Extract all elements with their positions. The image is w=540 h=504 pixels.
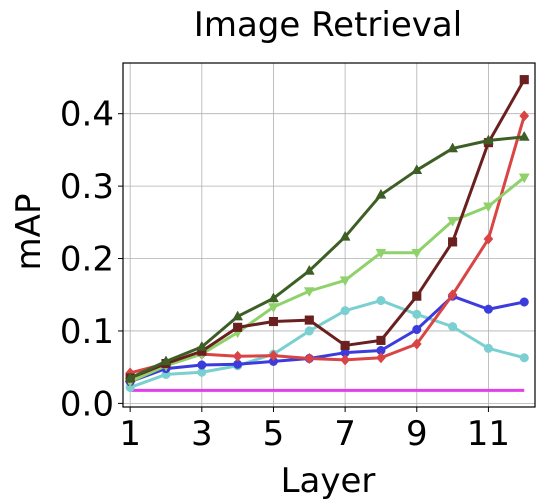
series-6 <box>125 295 529 392</box>
data-point <box>197 360 207 370</box>
data-point <box>483 202 494 213</box>
data-point <box>483 304 493 314</box>
data-point <box>304 352 315 365</box>
series-line <box>129 78 526 380</box>
data-point <box>233 322 243 332</box>
data-point <box>519 110 530 122</box>
data-point <box>411 338 422 350</box>
data-point <box>268 350 279 362</box>
data-point <box>518 130 530 141</box>
x-axis-label: Layer <box>281 461 376 501</box>
data-point <box>412 324 422 335</box>
data-point <box>483 343 493 353</box>
data-point <box>375 188 387 199</box>
data-point <box>412 291 422 301</box>
x-tick-label: 3 <box>191 414 213 454</box>
data-point <box>376 352 386 364</box>
data-point <box>303 264 315 275</box>
data-point <box>519 297 529 307</box>
data-point <box>340 306 350 316</box>
series-line <box>129 176 526 384</box>
y-axis-label: mAP <box>9 194 49 271</box>
series-line <box>129 294 525 384</box>
chart-title: Image Retrieval <box>194 5 462 45</box>
data-point <box>232 350 243 362</box>
data-point <box>339 276 351 287</box>
data-point <box>519 75 529 85</box>
data-point <box>483 233 494 245</box>
data-point <box>448 322 458 332</box>
x-tick-label: 7 <box>334 414 356 454</box>
series-1 <box>124 130 530 382</box>
data-point <box>412 309 422 319</box>
series-layer <box>124 75 530 392</box>
data-point <box>411 248 423 259</box>
y-axis: 0.0 0.1 0.2 0.3 0.4 <box>60 95 123 424</box>
data-point <box>376 335 386 345</box>
data-point <box>448 237 458 247</box>
x-tick-label: 9 <box>406 414 428 454</box>
y-tick-label: 0.0 <box>60 384 114 424</box>
data-point <box>340 340 350 350</box>
data-point <box>340 354 351 366</box>
data-point <box>483 134 494 145</box>
x-tick-label: 11 <box>467 414 510 454</box>
x-tick-label: 1 <box>119 414 141 454</box>
series-line <box>129 135 525 380</box>
data-point <box>268 316 279 327</box>
data-point <box>304 326 314 336</box>
data-point <box>518 173 530 184</box>
y-tick-label: 0.1 <box>60 312 114 352</box>
data-point <box>303 287 315 298</box>
data-point <box>447 217 459 227</box>
y-tick-label: 0.2 <box>60 240 114 280</box>
data-point <box>447 142 459 153</box>
data-point <box>232 310 244 321</box>
data-point <box>196 340 208 351</box>
data-point <box>268 292 279 303</box>
data-point <box>519 353 529 363</box>
series-line <box>129 299 525 389</box>
data-point <box>304 315 314 325</box>
y-tick-label: 0.3 <box>60 167 114 207</box>
data-point <box>376 295 386 306</box>
data-point <box>339 230 351 241</box>
data-point <box>411 164 423 175</box>
plot-frame <box>122 62 536 408</box>
data-point <box>268 303 279 313</box>
data-point <box>160 355 172 366</box>
series-4 <box>125 110 530 379</box>
data-point <box>375 248 387 259</box>
data-point <box>124 372 136 382</box>
y-tick-label: 0.4 <box>60 95 114 135</box>
x-axis: 1 3 5 7 9 11 <box>119 407 510 454</box>
x-tick-label: 5 <box>263 414 285 454</box>
data-point <box>447 289 458 301</box>
